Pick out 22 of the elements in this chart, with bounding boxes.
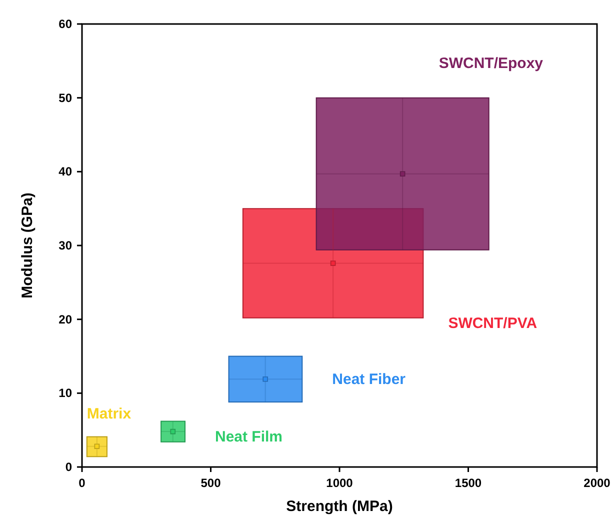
x-tick-label: 2000 (584, 476, 611, 490)
series-label: Matrix (86, 406, 132, 423)
x-tick-label: 500 (200, 476, 222, 490)
x-tick-label: 1500 (454, 476, 482, 490)
y-tick-label: 0 (65, 460, 72, 474)
y-tick-label: 60 (58, 17, 72, 31)
x-tick-label: 0 (78, 476, 86, 490)
y-tick-label: 10 (58, 386, 72, 400)
y-tick-label: 20 (58, 312, 72, 326)
y-axis-title: Modulus (GPa) (19, 192, 36, 298)
y-tick-label: 40 (58, 164, 72, 179)
text: SWCNT/PVA (448, 314, 538, 332)
x-axis-title: Strength (MPa) (286, 498, 393, 515)
x-tick-label: 1000 (326, 476, 354, 490)
text: Neat Film (215, 428, 283, 446)
y-tick-label: 30 (58, 238, 72, 252)
point (330, 260, 336, 266)
text: SWCNT/Epoxy (438, 54, 544, 72)
text: Neat Fiber (332, 371, 406, 388)
point (262, 376, 268, 382)
point (400, 171, 406, 177)
y-tick-label: 50 (58, 90, 72, 105)
